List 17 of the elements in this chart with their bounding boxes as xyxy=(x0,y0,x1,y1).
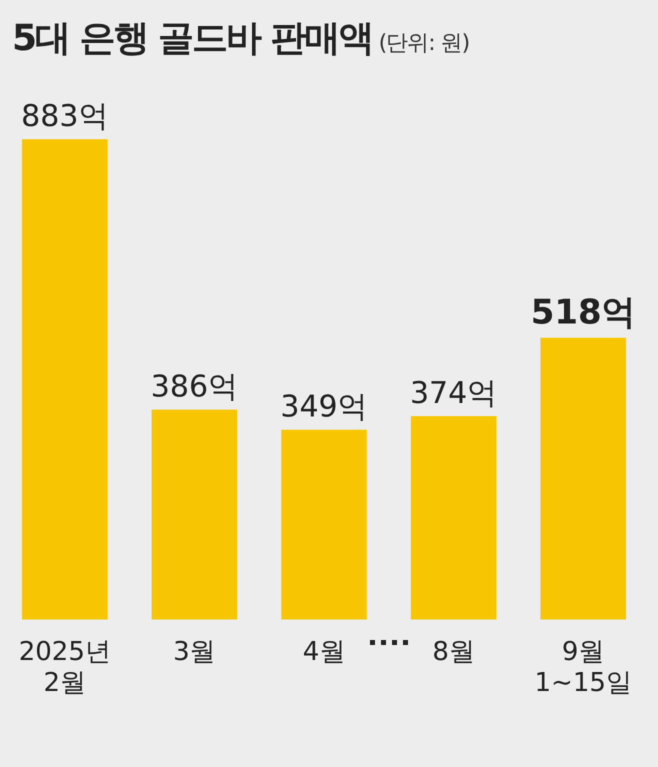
bar xyxy=(22,139,108,620)
bar xyxy=(540,338,626,620)
chart-subtitle: (단위: 원) xyxy=(378,31,470,56)
data-label: 386억 xyxy=(150,369,238,404)
data-label: 374억 xyxy=(410,376,498,411)
x-tick-label: 8월 xyxy=(432,636,475,667)
data-label: 883억 xyxy=(21,99,108,134)
x-tick-label: 4월 xyxy=(302,636,346,667)
bar xyxy=(152,410,238,620)
bar xyxy=(410,416,496,620)
x-tick-label: 3월 xyxy=(173,636,216,667)
chart-title: 5대 은행 골드바 판매액 xyxy=(12,18,373,59)
data-label: 518억 xyxy=(530,292,636,333)
bar xyxy=(281,430,367,620)
x-tick-label: 9월 1~15일 xyxy=(534,636,632,698)
x-tick-label: 2025년 2월 xyxy=(18,636,111,698)
data-label: 349억 xyxy=(280,390,368,425)
